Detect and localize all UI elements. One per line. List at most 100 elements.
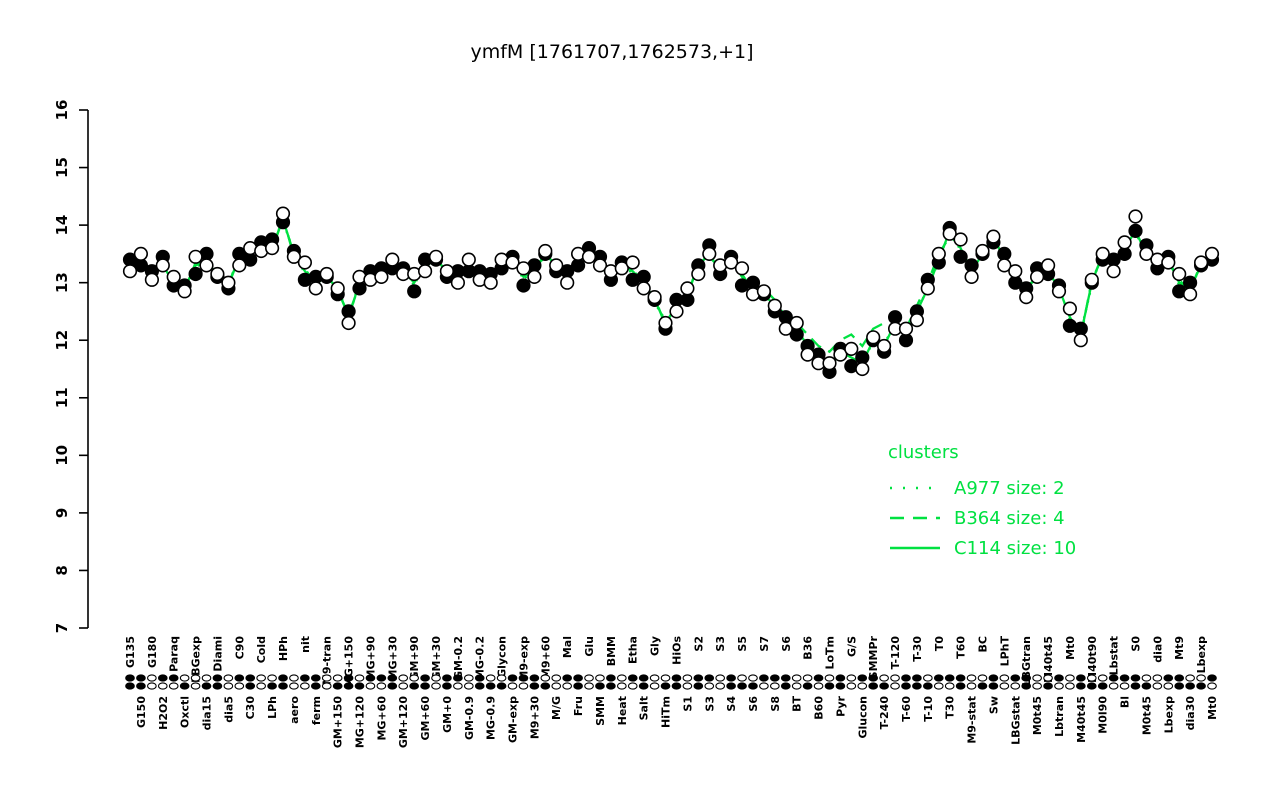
sample-point-open xyxy=(199,258,214,273)
condition-marker xyxy=(245,674,256,682)
sample-point-open xyxy=(1062,301,1077,316)
sample-point-open xyxy=(516,261,531,276)
condition-marker xyxy=(922,674,933,682)
x-condition-label: S7 xyxy=(758,636,771,652)
x-condition-label: S3 xyxy=(714,636,727,652)
condition-marker xyxy=(343,682,354,690)
sample-point-open xyxy=(122,264,138,279)
sample-point-open xyxy=(756,284,772,299)
condition-marker xyxy=(595,682,605,690)
sample-point-open xyxy=(734,261,750,276)
x-condition-label: M40t45 xyxy=(1042,636,1055,683)
x-condition-label: Etha xyxy=(627,636,640,664)
condition-marker xyxy=(671,682,682,690)
x-condition-label: S3 xyxy=(703,696,716,712)
x-condition-label: GM+150 xyxy=(332,696,345,748)
x-condition-label: dia5 xyxy=(222,696,235,723)
condition-marker xyxy=(1119,682,1130,690)
x-condition-label: GM-0.2 xyxy=(452,636,465,680)
condition-marker xyxy=(922,682,933,690)
condition-marker xyxy=(212,682,223,690)
x-condition-label: Glu xyxy=(583,636,596,657)
x-condition-label: Mt0 xyxy=(1064,636,1077,660)
sample-point-open xyxy=(909,313,925,328)
x-condition-label: G180 xyxy=(146,636,159,668)
condition-marker xyxy=(944,682,955,690)
condition-marker xyxy=(136,682,146,690)
x-condition-label: M40t45 xyxy=(1075,696,1088,743)
sample-point-open xyxy=(833,347,848,362)
x-condition-label: M9-stat xyxy=(966,696,979,744)
x-condition-label: M9+30 xyxy=(528,696,541,739)
condition-marker xyxy=(1141,674,1152,682)
condition-marker xyxy=(1054,682,1064,690)
x-condition-label: C30 xyxy=(244,696,257,720)
sample-point-open xyxy=(461,252,476,267)
sample-point-open xyxy=(133,246,148,261)
y-tick-label: 14 xyxy=(53,215,71,236)
x-condition-label: S8 xyxy=(769,696,782,712)
condition-marker xyxy=(376,682,387,690)
x-condition-label: M9+60 xyxy=(539,636,552,679)
condition-marker xyxy=(901,682,911,690)
condition-marker xyxy=(638,682,649,690)
sample-point-open xyxy=(505,255,520,270)
sample-point-filled xyxy=(1128,223,1143,238)
condition-marker xyxy=(573,682,583,690)
condition-marker xyxy=(310,674,321,682)
x-condition-label: T-240 xyxy=(878,696,891,730)
x-condition-label: LBGexp xyxy=(190,636,203,683)
x-condition-label: Lbexp xyxy=(1195,636,1208,673)
x-condition-label: T-10 xyxy=(922,696,935,722)
sample-point-open xyxy=(1073,333,1088,348)
sample-point-open xyxy=(319,266,334,282)
condition-marker xyxy=(1108,674,1119,682)
y-tick-label: 11 xyxy=(53,387,71,408)
x-condition-label: Glucon xyxy=(856,696,869,739)
condition-marker xyxy=(999,682,1010,690)
sample-point-open xyxy=(691,266,706,282)
sample-point-open xyxy=(1182,287,1198,302)
condition-marker xyxy=(955,674,966,682)
condition-marker xyxy=(420,682,430,690)
condition-marker xyxy=(1130,674,1141,682)
x-condition-label: HiTm xyxy=(660,696,673,728)
condition-marker xyxy=(988,674,999,682)
condition-marker xyxy=(256,674,267,682)
y-tick-label: 16 xyxy=(53,100,71,121)
condition-marker xyxy=(474,682,485,690)
x-condition-label: Mt0 xyxy=(1206,696,1219,720)
x-condition-label: S1 xyxy=(681,696,694,712)
condition-marker xyxy=(190,682,201,690)
condition-marker xyxy=(977,682,988,690)
x-condition-label: G135 xyxy=(124,636,137,668)
sample-point-open xyxy=(144,272,159,287)
x-condition-label: T30 xyxy=(944,696,957,719)
condition-marker xyxy=(278,682,288,690)
x-condition-label: Mal xyxy=(561,636,574,658)
condition-marker xyxy=(463,674,474,682)
condition-marker xyxy=(387,674,398,682)
condition-marker xyxy=(759,682,769,690)
x-condition-label: aero xyxy=(288,696,301,724)
condition-marker xyxy=(1097,674,1108,682)
legend-label: B364 size: 4 xyxy=(954,508,1065,529)
condition-marker xyxy=(387,682,398,690)
condition-marker xyxy=(485,674,496,682)
x-condition-label: Bl xyxy=(1119,696,1132,708)
x-condition-label: dia0 xyxy=(1151,636,1164,663)
x-condition-label: H2O2 xyxy=(157,696,170,730)
sample-point-open xyxy=(330,281,345,296)
sample-point-open xyxy=(1117,235,1132,250)
condition-marker xyxy=(1065,674,1075,682)
sample-point-open xyxy=(997,258,1012,273)
condition-marker xyxy=(1196,682,1206,690)
condition-marker xyxy=(507,682,518,690)
condition-marker xyxy=(944,674,955,682)
condition-marker xyxy=(606,674,616,682)
condition-marker xyxy=(1108,682,1119,690)
x-condition-label: Sw xyxy=(987,696,1000,714)
x-condition-label: BC xyxy=(976,636,989,652)
condition-marker xyxy=(901,674,911,682)
